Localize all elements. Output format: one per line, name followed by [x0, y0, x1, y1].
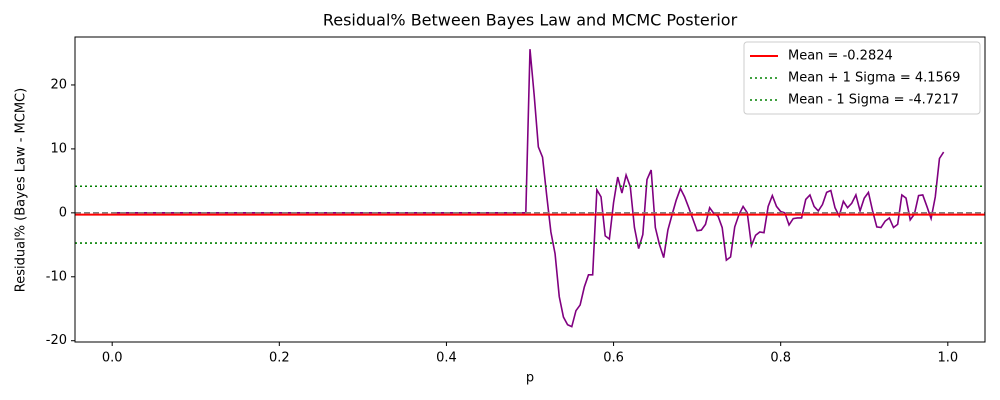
plot-area — [75, 49, 985, 328]
x-tick-label: 1.0 — [937, 351, 958, 366]
x-axis-label: p — [526, 371, 534, 386]
data-line — [116, 49, 945, 328]
legend-box — [743, 41, 981, 115]
plot-frame — [74, 36, 986, 343]
x-tick-label: 0.4 — [436, 351, 457, 366]
x-tick-label: 0.8 — [770, 351, 791, 366]
y-tick-label: 10 — [50, 141, 67, 156]
x-tick-label: 0.6 — [603, 351, 624, 366]
x-tick-label: 0.2 — [269, 351, 290, 366]
y-tick-label: -20 — [46, 333, 67, 348]
y-tick-label: 0 — [59, 205, 67, 220]
chart-title: Residual% Between Bayes Law and MCMC Pos… — [323, 11, 738, 30]
legend-label: Mean = -0.2824 — [788, 49, 893, 64]
legend-label: Mean + 1 Sigma = 4.1569 — [788, 71, 960, 86]
y-tick-label: 20 — [50, 77, 67, 92]
y-tick-label: -10 — [46, 269, 67, 284]
y-axis-label: Residual% (Bayes Law - MCMC) — [14, 88, 29, 292]
legend-label: Mean - 1 Sigma = -4.7217 — [788, 93, 959, 108]
x-tick-label: 0.0 — [102, 351, 123, 366]
